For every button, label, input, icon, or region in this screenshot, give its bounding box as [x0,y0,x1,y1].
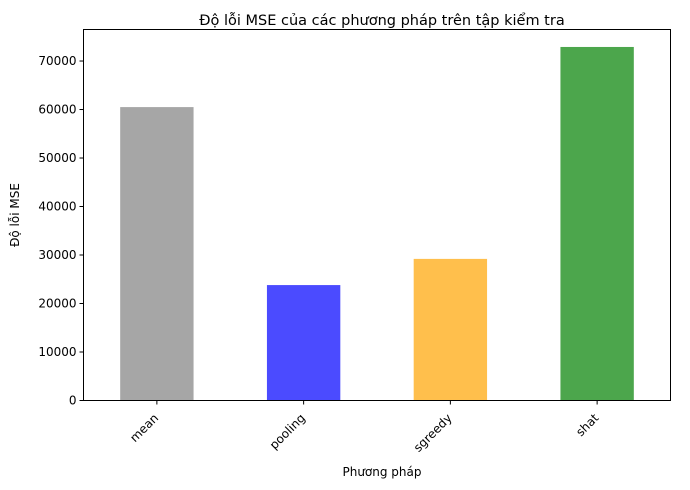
bar-sgreedy [413,258,488,401]
y-tick-label: 60000 [38,103,76,117]
plot-frame [83,29,671,401]
bars-group [120,46,634,401]
x-tick-label: pooling [267,411,308,452]
x-tick-label: mean [127,411,161,445]
bar-shat [560,46,634,401]
x-axis-label: Phương pháp [342,465,421,479]
bar-pooling [266,285,341,401]
x-axis-ticks: mean pooling sgreedy shat [127,400,602,455]
y-tick-label: 50000 [38,151,76,165]
y-tick-label: 20000 [38,297,76,311]
bar-mean [120,107,194,401]
y-tick-label: 70000 [38,54,76,68]
y-tick-label: 30000 [38,248,76,262]
chart-title: Độ lỗi MSE của các phương pháp trên tập … [199,12,564,29]
y-axis-ticks: 0 10000 20000 30000 40000 50000 60000 70000 [38,54,84,408]
y-tick-label: 10000 [38,345,76,359]
y-tick-label: 40000 [38,200,76,214]
y-tick-label: 0 [69,394,77,408]
x-tick-label: shat [573,411,601,439]
y-axis-label: Độ lỗi MSE [8,183,22,247]
x-tick-label: sgreedy [411,411,455,455]
